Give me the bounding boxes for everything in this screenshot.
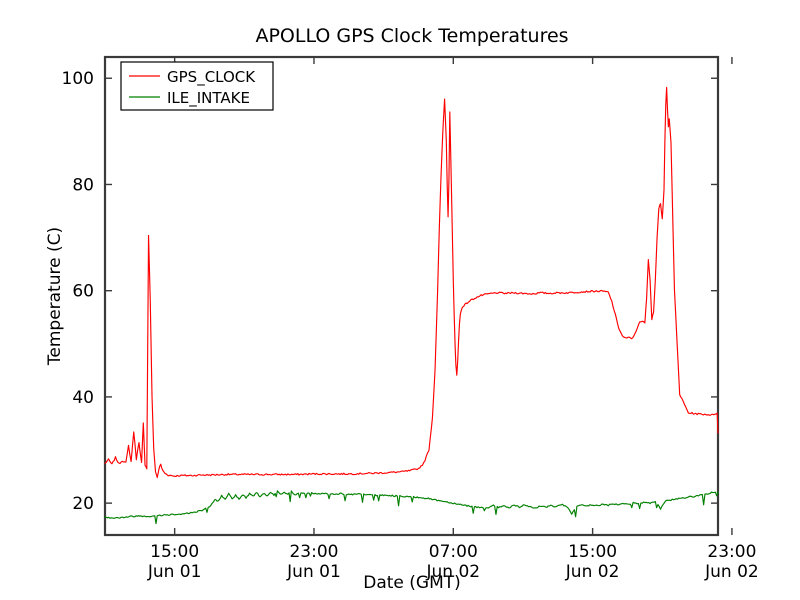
x-tick-time-label: 15:00 — [150, 542, 199, 562]
x-tick-time-label: 07:00 — [429, 542, 478, 562]
legend-frame — [120, 61, 274, 111]
chart-title: APOLLO GPS Clock Temperatures — [255, 25, 568, 47]
x-axis-label: Date (GMT) — [363, 573, 461, 593]
series-line-gps-clock — [104, 86, 719, 479]
x-tick-time-label: 15:00 — [568, 542, 617, 562]
x-tick-date-label: Jun 01 — [147, 562, 202, 582]
legend-label-gps-clock: GPS_CLOCK — [167, 68, 256, 87]
y-axis-ticks: 20 40 60 80 100 — [62, 69, 718, 514]
legend-label-ile-intake: ILE_INTAKE — [167, 89, 250, 108]
x-tick-date-label: Jun 01 — [286, 562, 341, 582]
series-line-ile-intake — [104, 490, 719, 525]
x-tick-date-label: Jun 02 — [565, 562, 620, 582]
y-tick-label: 80 — [72, 175, 94, 195]
plot-frame — [103, 55, 720, 537]
y-tick-label: 20 — [72, 494, 94, 514]
x-tick-date-label: Jun 02 — [425, 562, 480, 582]
chart-legend: GPS_CLOCK ILE_INTAKE — [120, 61, 274, 111]
data-series-group — [104, 86, 719, 525]
y-tick-label: 60 — [72, 282, 94, 302]
y-tick-label: 40 — [72, 388, 94, 408]
x-tick-time-label: 23:00 — [289, 542, 338, 562]
y-tick-label: 100 — [62, 69, 94, 89]
x-tick-date-label: Jun 02 — [704, 562, 759, 582]
x-tick-time-label: 23:00 — [707, 542, 756, 562]
y-axis-label: Temperature (C) — [45, 227, 65, 366]
